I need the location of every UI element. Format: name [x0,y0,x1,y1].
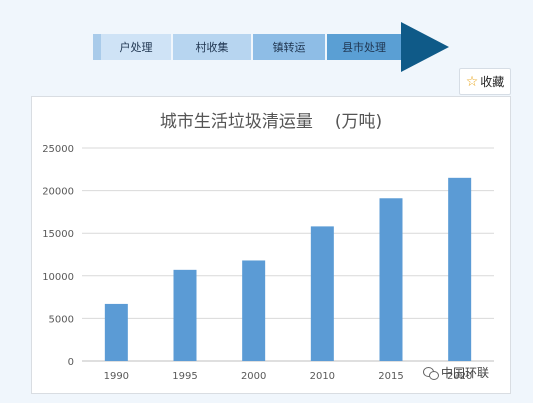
flow-arrow-graphic [93,22,449,72]
favorite-label: 收藏 [480,75,505,89]
flow-lead-bar [93,34,101,60]
bar-2020 [448,177,472,361]
wechat-icon [423,366,439,380]
y-tick-label: 0 [68,357,74,368]
flow-step-county: 县市处理 [342,41,386,54]
flow-segment-2 [173,34,251,60]
y-tick-label: 15000 [42,229,74,240]
process-flow-arrow: 户处理 村收集 镇转运 县市处理 [93,20,453,74]
flow-segment-1 [101,34,171,60]
chart-unit: (万吨) [334,112,383,132]
bar-2000 [242,260,266,361]
bar-1990 [104,303,128,361]
y-tick-label: 10000 [42,272,74,283]
bar-2015 [379,198,403,361]
flow-arrowhead [401,22,449,72]
bar-chart: 0 5000 10000 15000 20000 25000 1990 1995 2000 201… [42,144,494,382]
flow-step-town: 镇转运 [272,41,306,54]
bar-1995 [173,269,197,361]
bar-2010 [310,226,334,361]
x-tick-label: 1990 [104,371,129,382]
flow-segment-4 [327,34,401,60]
y-tick-label: 20000 [42,187,74,198]
x-tick-label: 2000 [241,371,266,382]
favorite-button[interactable]: ☆ 收藏 [459,68,511,95]
x-tick-label: 1995 [172,371,197,382]
chart-title-row: 城市生活垃圾清运量 (万吨) [32,107,510,132]
x-tick-label: 2010 [310,371,335,382]
flow-step-village: 村收集 [195,41,229,54]
x-tick-label: 2015 [378,371,403,382]
x-tick-label: 2020 [447,371,472,382]
y-tick-label: 5000 [49,314,74,325]
y-tick-label: 25000 [42,144,74,155]
flow-segment-3 [253,34,325,60]
chart-panel: 城市生活垃圾清运量 (万吨) 0 5000 10000 15000 20000 25000 1… [31,96,511,394]
star-icon: ☆ [465,73,479,90]
flow-step-household: 户处理 [119,41,153,54]
watermark: 中国环联 [423,364,489,381]
chart-title: 城市生活垃圾清运量 [159,112,313,132]
watermark-text: 中国环联 [441,366,490,380]
